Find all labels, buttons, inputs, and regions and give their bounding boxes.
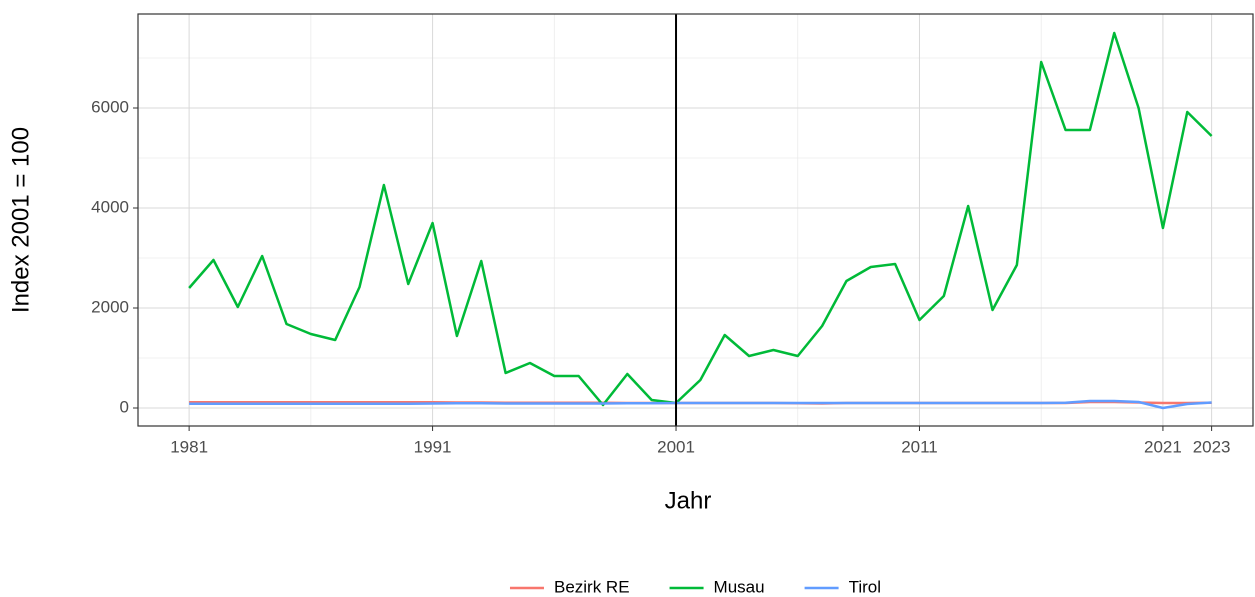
plot-border [137, 13, 1254, 427]
x-tick-label: 1991 [414, 437, 452, 456]
x-tick-label: 2021 [1144, 437, 1182, 456]
legend-label: Musau [714, 577, 765, 596]
legend-label: Tirol [849, 577, 881, 596]
line [188, 31, 1213, 407]
x-tick-label: 1981 [170, 437, 208, 456]
legend-label: Bezirk RE [554, 577, 630, 596]
y-tick-label: 4000 [91, 197, 129, 216]
x-axis-title: Jahr [665, 487, 712, 514]
y-tick-label: 0 [120, 397, 129, 416]
line [189, 399, 1212, 410]
y-tick-label: 2000 [91, 297, 129, 316]
x-tick-label: 2011 [901, 437, 938, 456]
legend: Bezirk RE Musau Tirol [509, 577, 881, 596]
y-tick-label: 6000 [91, 97, 129, 116]
x-tick-label: 2001 [657, 437, 695, 456]
x-tick-label: 2023 [1193, 437, 1231, 456]
y-axis-title: Index 2001 = 100 [7, 127, 34, 313]
